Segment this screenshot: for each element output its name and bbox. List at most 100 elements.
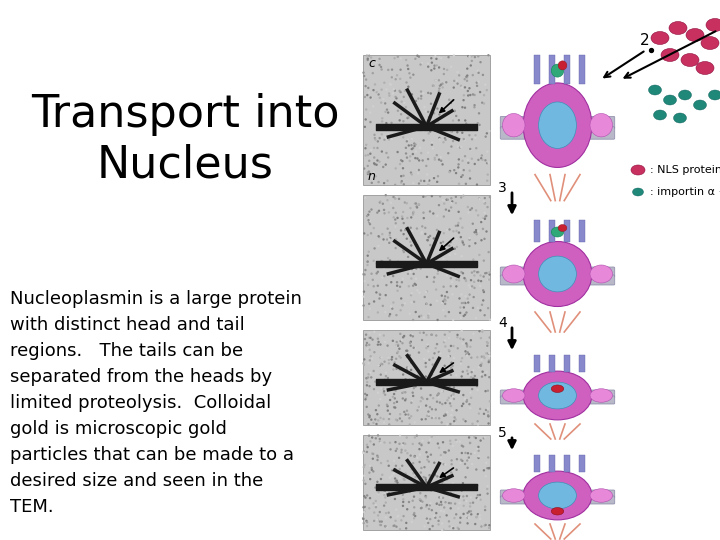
- Circle shape: [444, 381, 446, 383]
- Circle shape: [418, 461, 420, 463]
- Circle shape: [369, 152, 372, 155]
- Circle shape: [405, 106, 407, 109]
- Circle shape: [371, 357, 373, 360]
- Circle shape: [455, 279, 458, 281]
- Circle shape: [384, 102, 387, 105]
- Circle shape: [382, 260, 384, 263]
- Circle shape: [459, 338, 462, 340]
- Circle shape: [444, 298, 446, 301]
- Circle shape: [433, 130, 436, 132]
- Circle shape: [438, 516, 441, 518]
- Circle shape: [443, 415, 445, 417]
- Point: [645, 46, 657, 55]
- Circle shape: [487, 173, 489, 176]
- Circle shape: [442, 479, 444, 481]
- Circle shape: [487, 361, 490, 363]
- Circle shape: [386, 486, 388, 488]
- Circle shape: [444, 334, 446, 336]
- Circle shape: [428, 132, 430, 134]
- Circle shape: [373, 519, 375, 522]
- Circle shape: [432, 147, 434, 150]
- Circle shape: [413, 512, 415, 514]
- Circle shape: [420, 314, 423, 317]
- Circle shape: [485, 230, 487, 233]
- Circle shape: [366, 254, 369, 257]
- Circle shape: [442, 258, 445, 260]
- Circle shape: [451, 370, 453, 373]
- Circle shape: [420, 500, 422, 503]
- Circle shape: [407, 68, 410, 70]
- Circle shape: [441, 390, 444, 393]
- Circle shape: [442, 474, 444, 477]
- Circle shape: [366, 264, 369, 266]
- Circle shape: [449, 492, 452, 494]
- Circle shape: [460, 458, 462, 461]
- Circle shape: [399, 413, 401, 415]
- Circle shape: [458, 158, 460, 160]
- Circle shape: [464, 86, 466, 89]
- Circle shape: [443, 463, 445, 465]
- Circle shape: [456, 347, 459, 349]
- Circle shape: [386, 526, 388, 528]
- Circle shape: [462, 240, 464, 242]
- Circle shape: [431, 372, 434, 374]
- Circle shape: [415, 480, 417, 483]
- Circle shape: [454, 202, 457, 204]
- Ellipse shape: [664, 95, 677, 105]
- Ellipse shape: [590, 113, 613, 137]
- Circle shape: [367, 172, 369, 174]
- Circle shape: [486, 345, 488, 347]
- Circle shape: [436, 502, 438, 504]
- Circle shape: [365, 334, 367, 336]
- Circle shape: [477, 413, 480, 415]
- Circle shape: [438, 447, 440, 449]
- Circle shape: [449, 171, 451, 173]
- Circle shape: [369, 308, 371, 310]
- Circle shape: [376, 518, 378, 521]
- Circle shape: [476, 184, 478, 186]
- Circle shape: [438, 393, 440, 395]
- Circle shape: [402, 498, 405, 501]
- Circle shape: [410, 171, 412, 174]
- Circle shape: [459, 496, 461, 498]
- Circle shape: [376, 455, 379, 457]
- Circle shape: [402, 251, 405, 253]
- Circle shape: [459, 306, 462, 309]
- Circle shape: [412, 153, 414, 156]
- Circle shape: [469, 392, 472, 394]
- Circle shape: [367, 423, 369, 426]
- Circle shape: [381, 150, 383, 153]
- Circle shape: [476, 385, 478, 387]
- Circle shape: [456, 83, 459, 85]
- Circle shape: [401, 304, 404, 306]
- Circle shape: [382, 166, 384, 168]
- Text: : importin α + importin β: : importin α + importin β: [650, 187, 720, 197]
- Circle shape: [384, 111, 387, 113]
- Circle shape: [477, 450, 480, 452]
- Circle shape: [418, 169, 420, 171]
- Circle shape: [399, 286, 401, 288]
- Circle shape: [464, 476, 467, 478]
- Circle shape: [409, 271, 412, 273]
- Circle shape: [368, 302, 370, 305]
- Circle shape: [460, 197, 462, 199]
- Ellipse shape: [701, 37, 719, 50]
- Circle shape: [430, 92, 432, 94]
- Circle shape: [466, 68, 469, 70]
- Circle shape: [400, 230, 402, 232]
- Circle shape: [462, 342, 464, 345]
- Circle shape: [410, 361, 413, 364]
- Circle shape: [425, 478, 427, 481]
- Circle shape: [444, 374, 446, 376]
- Circle shape: [464, 463, 467, 465]
- Circle shape: [397, 350, 399, 353]
- Circle shape: [444, 303, 446, 305]
- Circle shape: [462, 272, 464, 274]
- Circle shape: [446, 261, 449, 263]
- Circle shape: [466, 369, 468, 372]
- Circle shape: [469, 346, 472, 348]
- Ellipse shape: [539, 482, 577, 509]
- Circle shape: [455, 409, 458, 411]
- Circle shape: [426, 290, 428, 293]
- Circle shape: [440, 474, 443, 476]
